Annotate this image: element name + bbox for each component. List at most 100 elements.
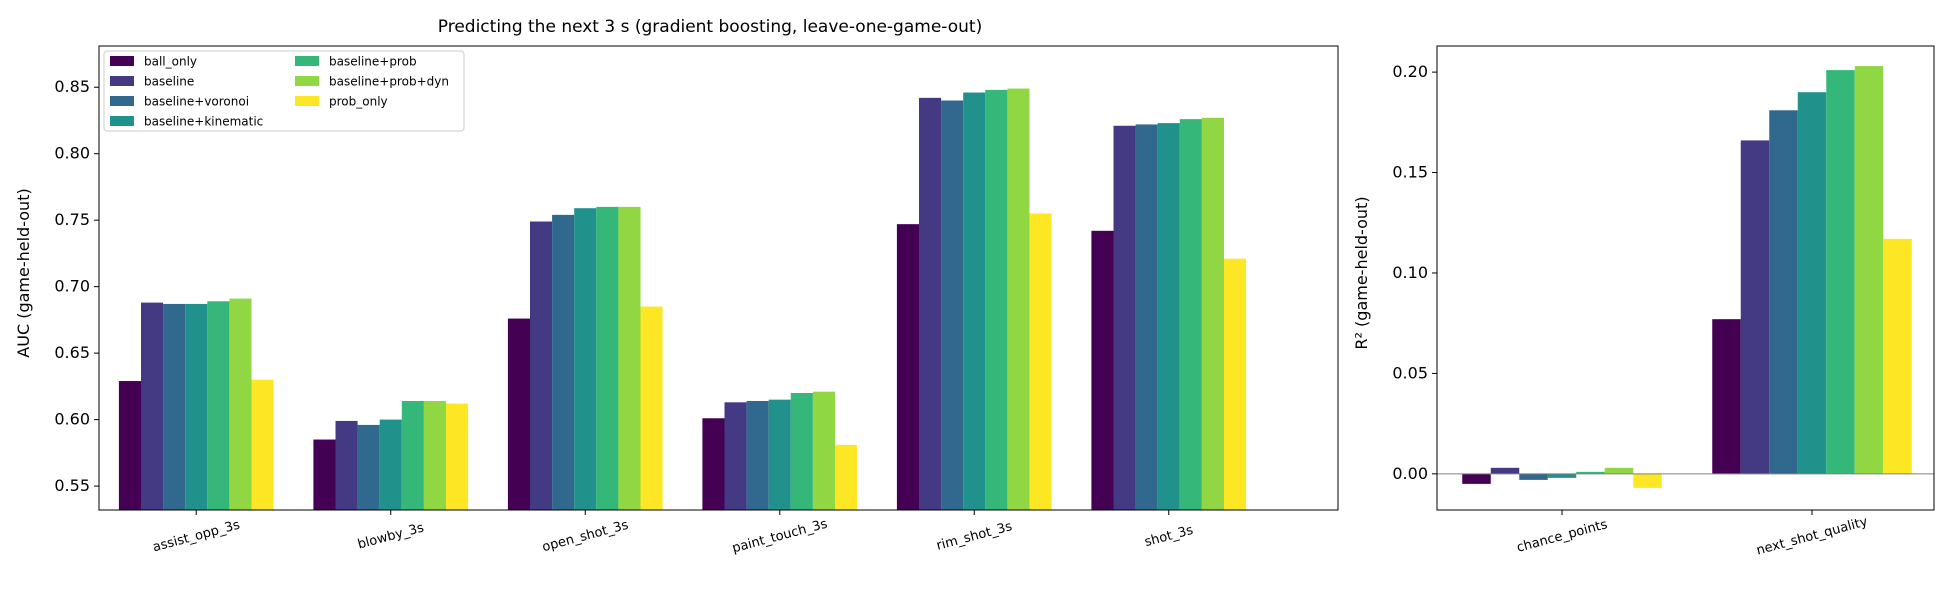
- bar-ball_only-open_shot_3s: [507, 318, 530, 510]
- chart-title: Predicting the next 3 s (gradient boosti…: [438, 17, 982, 37]
- bar-baseline-kinematic-next_shot_quality: [1797, 92, 1827, 474]
- x-tick-label: blowby_3s: [356, 520, 426, 552]
- legend-box: [103, 50, 465, 132]
- bar-baseline-voronoi-shot_3s: [1135, 124, 1158, 510]
- bar-baseline-shot_3s: [1113, 125, 1136, 511]
- bar-baseline-rim_shot_3s: [919, 97, 942, 510]
- bar-prob_only-open_shot_3s: [640, 306, 663, 510]
- legend-label-ball_only: ball_only: [144, 55, 197, 69]
- x-tick-label: open_shot_3s: [541, 518, 631, 555]
- x-tick-label: chance_points: [1515, 517, 1609, 556]
- bar-ball_only-chance_points: [1462, 473, 1491, 484]
- bar-baseline-open_shot_3s: [530, 221, 553, 510]
- bar-baseline-prob-blowby_3s: [401, 400, 424, 510]
- legend-swatch-prob_only: [295, 96, 319, 106]
- y-tick-label: 0.10: [1392, 263, 1428, 282]
- legend-label-baseline-prob: baseline+prob: [329, 55, 417, 69]
- x-tick-label: paint_touch_3s: [731, 517, 830, 557]
- legend-label-prob_only: prob_only: [329, 95, 388, 109]
- legend-label-baseline-voronoi: baseline+voronoi: [144, 95, 249, 109]
- legend-swatch-baseline: [110, 76, 134, 86]
- bar-baseline-voronoi-rim_shot_3s: [941, 100, 964, 510]
- axes-frame: [98, 45, 1339, 511]
- y-tick-label: 0.55: [54, 476, 90, 495]
- bar-prob_only-next_shot_quality: [1883, 238, 1912, 474]
- y-tick-label: 0.85: [54, 77, 90, 96]
- axes-frame: [1436, 45, 1935, 511]
- y-tick-label: 0.60: [54, 410, 90, 429]
- y-tick-label: 0.65: [54, 343, 90, 362]
- y-tick-label: 0.15: [1392, 163, 1428, 182]
- bar-baseline-prob-open_shot_3s: [596, 206, 619, 510]
- bar-baseline-voronoi-chance_points: [1519, 473, 1548, 480]
- y-tick-label: 0.00: [1392, 464, 1428, 483]
- bar-baseline-prob-assist_opp_3s: [207, 301, 230, 510]
- bar-baseline-prob-paint_touch_3s: [790, 393, 813, 510]
- y-axis-label: AUC (game-held-out): [14, 188, 33, 357]
- bar-ball_only-assist_opp_3s: [118, 381, 141, 510]
- bar-baseline-voronoi-open_shot_3s: [552, 214, 575, 510]
- bar-baseline-kinematic-blowby_3s: [379, 419, 402, 510]
- legend-swatch-baseline-prob: [295, 56, 319, 66]
- bar-baseline-prob-dyn-paint_touch_3s: [812, 391, 835, 510]
- bar-prob_only-rim_shot_3s: [1029, 213, 1052, 510]
- bar-baseline-prob-next_shot_quality: [1826, 70, 1855, 474]
- bar-ball_only-paint_touch_3s: [702, 418, 725, 510]
- bar-ball_only-rim_shot_3s: [896, 224, 919, 510]
- bar-baseline-assist_opp_3s: [141, 302, 164, 510]
- legend-swatch-baseline-voronoi: [110, 96, 134, 106]
- legend-swatch-baseline-kinematic: [110, 116, 134, 126]
- bar-baseline-prob-shot_3s: [1179, 119, 1202, 511]
- legend-swatch-baseline-prob-dyn: [295, 76, 319, 86]
- bar-baseline-paint_touch_3s: [724, 402, 747, 510]
- y-axis-label: R² (game-held-out): [1352, 196, 1371, 349]
- x-tick-label: assist_opp_3s: [151, 518, 242, 556]
- bar-baseline-prob-rim_shot_3s: [985, 89, 1008, 511]
- bar-baseline-prob-dyn-next_shot_quality: [1854, 66, 1884, 474]
- bar-baseline-voronoi-assist_opp_3s: [163, 303, 186, 510]
- bar-prob_only-shot_3s: [1224, 258, 1247, 510]
- x-tick-label: shot_3s: [1143, 523, 1195, 550]
- bar-baseline-prob-dyn-assist_opp_3s: [229, 298, 252, 510]
- bar-baseline-voronoi-paint_touch_3s: [746, 400, 769, 510]
- bar-baseline-prob-dyn-shot_3s: [1201, 117, 1224, 510]
- legend-label-baseline-kinematic: baseline+kinematic: [144, 115, 263, 129]
- bar-baseline-kinematic-assist_opp_3s: [185, 303, 208, 510]
- bar-ball_only-blowby_3s: [313, 439, 336, 510]
- bar-baseline-next_shot_quality: [1740, 140, 1770, 474]
- y-tick-label: 0.80: [54, 144, 90, 163]
- legend-label-baseline: baseline: [144, 75, 194, 89]
- bar-prob_only-paint_touch_3s: [835, 444, 858, 510]
- x-tick-label: rim_shot_3s: [935, 519, 1014, 554]
- y-tick-label: 0.20: [1392, 62, 1428, 81]
- bar-baseline-kinematic-shot_3s: [1157, 123, 1180, 511]
- bar-baseline-kinematic-paint_touch_3s: [768, 399, 791, 510]
- bar-ball_only-shot_3s: [1091, 230, 1114, 511]
- x-tick-label: next_shot_quality: [1755, 514, 1870, 558]
- bar-baseline-chance_points: [1490, 467, 1520, 474]
- bar-baseline-voronoi-blowby_3s: [357, 424, 380, 510]
- y-tick-label: 0.70: [54, 277, 90, 296]
- r2-panel: chance_points next_shot_quality 0.00 0.05 0.…: [1352, 45, 1935, 559]
- bar-baseline-prob-dyn-rim_shot_3s: [1007, 88, 1030, 510]
- bar-baseline-prob-dyn-chance_points: [1604, 467, 1634, 474]
- bar-prob_only-assist_opp_3s: [251, 379, 274, 510]
- bar-baseline-prob-chance_points: [1576, 471, 1605, 474]
- bar-ball_only-next_shot_quality: [1712, 319, 1741, 474]
- bar-baseline-kinematic-open_shot_3s: [574, 208, 597, 510]
- y-tick-label: 0.75: [54, 210, 90, 229]
- auc-panel: assist_opp_3s blowby_3s open_shot_3s paint_…: [14, 45, 1339, 557]
- legend-label-baseline-prob-dyn: baseline+prob+dyn: [329, 75, 449, 89]
- bar-prob_only-blowby_3s: [446, 403, 469, 510]
- legend: ball_only baseline baseline+voronoi baselin…: [103, 50, 465, 132]
- bar-baseline-prob-dyn-open_shot_3s: [618, 206, 641, 510]
- bar-baseline-prob-dyn-blowby_3s: [423, 400, 446, 510]
- y-tick-label: 0.05: [1392, 363, 1428, 382]
- bar-baseline-kinematic-rim_shot_3s: [963, 92, 986, 510]
- bar-baseline-kinematic-chance_points: [1547, 473, 1577, 478]
- legend-swatch-ball_only: [110, 56, 134, 66]
- bar-baseline-voronoi-next_shot_quality: [1769, 110, 1798, 474]
- bar-baseline-blowby_3s: [335, 420, 358, 510]
